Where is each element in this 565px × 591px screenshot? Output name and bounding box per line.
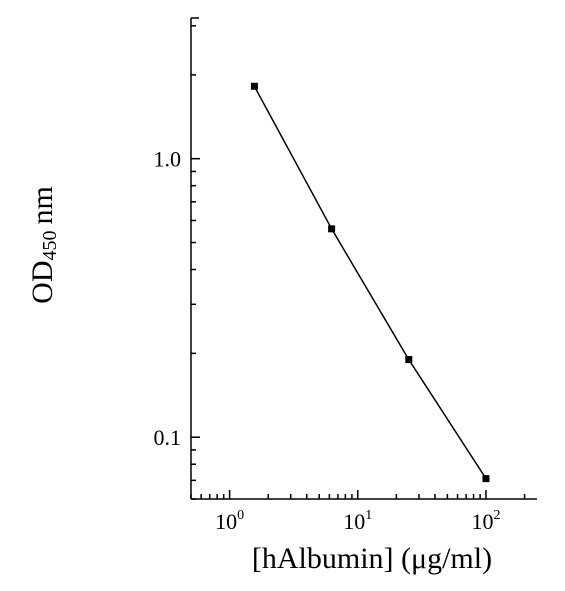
y-axis-label-unit: nm (26, 186, 59, 224)
y-axis-label-main: OD (26, 261, 59, 304)
x-axis-label: [hAlbumin] (μg/ml) (252, 542, 492, 575)
x-tick-label-base: 10 (471, 509, 493, 534)
data-point (250, 82, 258, 90)
data-series (250, 82, 490, 483)
y-axis-ticks: 0.1 1.0 (154, 25, 200, 500)
axes (190, 17, 537, 500)
data-point (328, 225, 336, 233)
y-axis-label: OD450 nm (26, 186, 61, 304)
data-point (405, 356, 413, 364)
series-line (253, 85, 487, 480)
x-tick-label-exponent: 0 (237, 508, 244, 523)
x-tick-label-exponent: 1 (365, 508, 372, 523)
y-tick-label: 1.0 (154, 147, 182, 172)
x-tick-label-base: 10 (343, 509, 365, 534)
x-axis-ticks: 100 101 102 (190, 490, 526, 534)
x-tick-label: 102 (471, 508, 500, 534)
x-tick-label: 101 (343, 508, 372, 534)
y-axis-label-subscript: 450 (39, 231, 61, 261)
data-point (482, 475, 490, 483)
x-tick-label-exponent: 2 (493, 508, 500, 523)
y-tick-label: 0.1 (154, 425, 182, 450)
x-tick-label: 100 (215, 508, 244, 534)
x-tick-label-base: 10 (215, 509, 237, 534)
